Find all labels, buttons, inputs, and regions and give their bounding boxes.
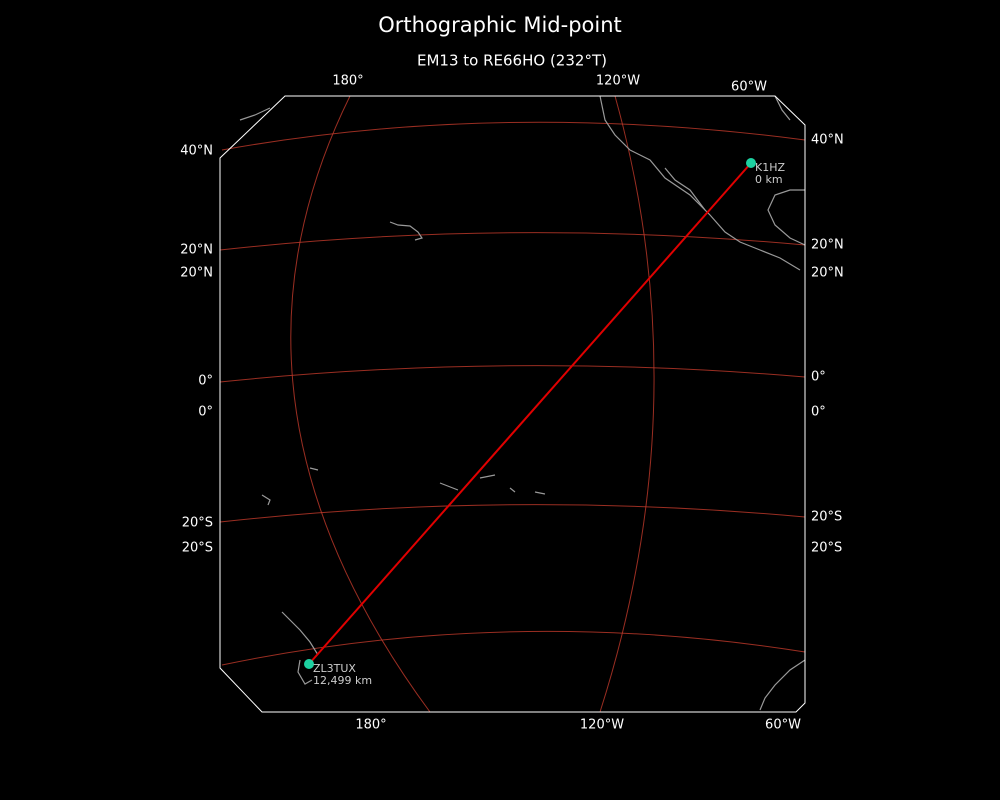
- longitude-label: 60°W: [765, 718, 801, 733]
- latitude-label: 20°S: [182, 541, 213, 556]
- parallel: [221, 630, 806, 666]
- coastline: [239, 107, 271, 121]
- latitude-label: 20°N: [811, 266, 844, 281]
- coastlines: [239, 95, 806, 711]
- station-marker: [304, 659, 314, 669]
- latitude-label: 0°: [198, 374, 213, 389]
- latitude-label: 40°N: [811, 133, 844, 148]
- graticule: [219, 95, 806, 713]
- subtitle: EM13 to RE66HO (232°T): [417, 52, 607, 70]
- latitude-label: 40°N: [180, 144, 213, 159]
- coastline: [664, 167, 706, 211]
- station-distance: 12,499 km: [313, 674, 372, 687]
- parallel: [219, 504, 806, 523]
- latitude-label: 20°S: [182, 516, 213, 531]
- parallel: [219, 232, 806, 251]
- meridian: [599, 95, 655, 713]
- latitude-label: 20°S: [811, 510, 842, 525]
- coastline: [767, 189, 806, 246]
- longitude-label: 120°W: [596, 74, 640, 89]
- coastline: [774, 95, 791, 121]
- coastline: [759, 659, 806, 711]
- longitude-label: 180°: [355, 718, 386, 733]
- latitude-label: 0°: [811, 370, 826, 385]
- coastline: [599, 95, 801, 271]
- parallel: [221, 121, 806, 151]
- longitude-label: 60°W: [731, 80, 767, 95]
- great-circle-path: [308, 162, 752, 665]
- latitude-label: 20°N: [180, 243, 213, 258]
- latitude-label: 0°: [811, 405, 826, 420]
- latitude-label: 20°S: [811, 541, 842, 556]
- title: Orthographic Mid-point: [378, 13, 622, 37]
- latitude-label: 20°N: [180, 266, 213, 281]
- coastline: [261, 467, 546, 506]
- parallel: [219, 365, 806, 383]
- longitude-label: 120°W: [580, 718, 624, 733]
- station-call: K1HZ: [755, 161, 785, 174]
- station-marker: [746, 158, 756, 168]
- meridian: [290, 95, 431, 713]
- station-call: ZL3TUX: [313, 662, 356, 675]
- map-frame: [219, 95, 806, 713]
- coastline: [281, 611, 319, 685]
- latitude-label: 0°: [198, 405, 213, 420]
- station-distance: 0 km: [755, 173, 783, 186]
- coastline: [389, 221, 423, 241]
- longitude-label: 180°: [332, 74, 363, 89]
- latitude-label: 20°N: [811, 238, 844, 253]
